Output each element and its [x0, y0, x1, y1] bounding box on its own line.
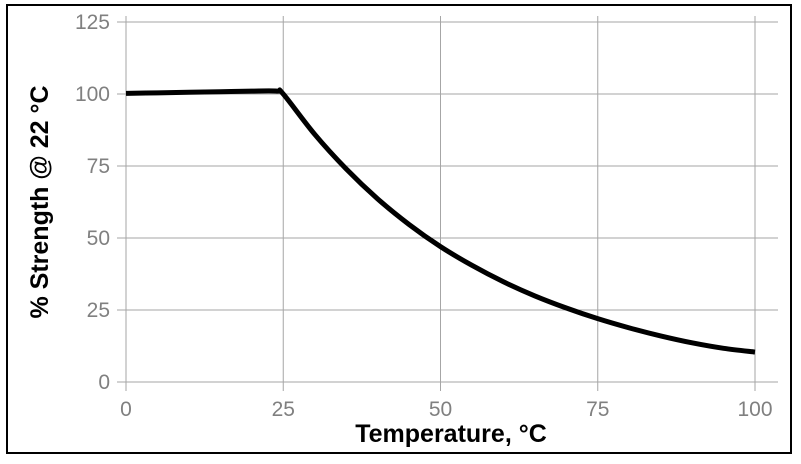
y-axis-label: % Strength @ 22 °C — [26, 85, 54, 318]
y-tick-label: 0 — [98, 371, 110, 394]
x-tick-label: 100 — [737, 398, 772, 421]
x-tick-label: 75 — [586, 398, 609, 421]
y-tick-label: 25 — [87, 299, 110, 322]
y-tick-label: 100 — [75, 83, 110, 106]
x-tick-label: 25 — [272, 398, 295, 421]
x-tick-label: 0 — [120, 398, 132, 421]
x-axis-label: Temperature, °C — [355, 420, 547, 448]
x-tick-label: 50 — [429, 398, 452, 421]
y-tick-label: 75 — [87, 155, 110, 178]
y-tick-label: 50 — [87, 227, 110, 250]
chart-frame — [6, 4, 792, 454]
series-line-strength — [125, 87, 756, 355]
y-tick-label: 125 — [75, 11, 110, 34]
